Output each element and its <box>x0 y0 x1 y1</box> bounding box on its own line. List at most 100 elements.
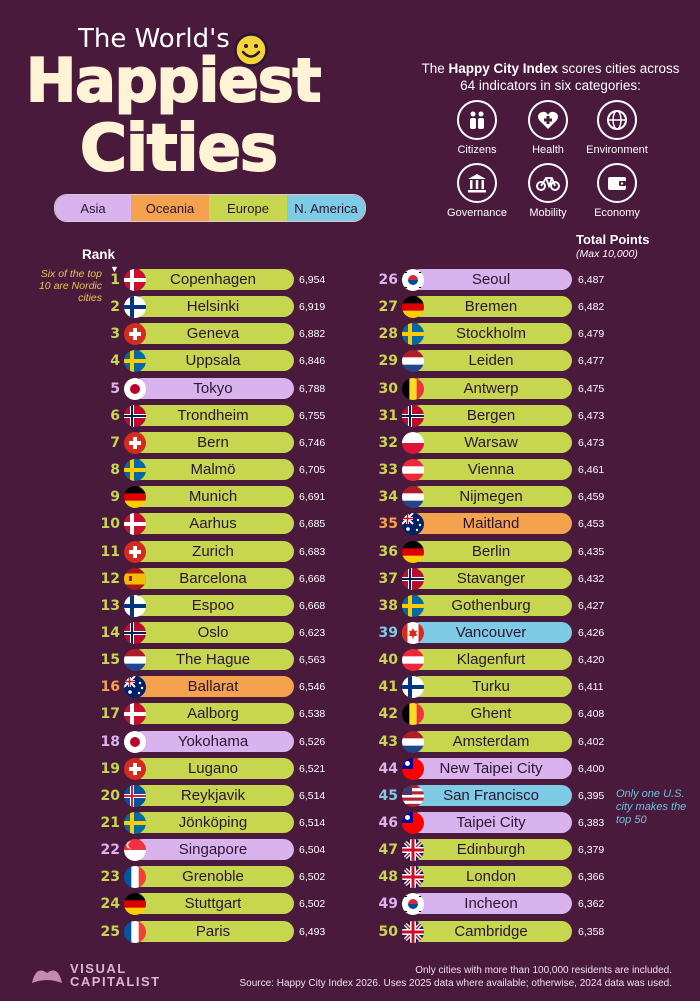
category-label: Mobility <box>529 207 567 219</box>
city-pill: Reykjavik <box>132 785 294 806</box>
city-pill: Munich <box>132 486 294 507</box>
city-pill: Helsinki <box>132 296 294 317</box>
total-points: 6,473 <box>578 410 605 422</box>
category-economy: Economy <box>577 163 657 219</box>
rank-number: 28 <box>378 326 398 342</box>
category-label: Health <box>532 144 564 156</box>
flag-denmark-icon <box>124 268 146 291</box>
total-points: 6,362 <box>578 898 605 910</box>
city-pill: Gothenburg <box>410 595 572 616</box>
rank-number: 13 <box>100 598 120 614</box>
city-pill: Jönköping <box>132 812 294 833</box>
category-citizens: Citizens <box>437 100 517 156</box>
rank-number: 17 <box>100 706 120 722</box>
flag-norway-icon <box>402 404 424 427</box>
city-pill: Bremen <box>410 296 572 317</box>
city-pill: Taipei City <box>410 812 572 833</box>
nordic-note: Six of the top 10 are Nordic cities <box>38 268 102 304</box>
rank-number: 16 <box>100 679 120 695</box>
city-pill: Klagenfurt <box>410 649 572 670</box>
total-points: 6,493 <box>299 926 326 938</box>
total-points: 6,502 <box>299 871 326 883</box>
city-pill: Ballarat <box>132 676 294 697</box>
rank-number: 8 <box>110 462 120 478</box>
health-icon <box>528 100 568 140</box>
city-pill: Aalborg <box>132 703 294 724</box>
total-points: 6,882 <box>299 328 326 340</box>
flag-germany-icon <box>402 540 424 563</box>
city-pill: Vancouver <box>410 622 572 643</box>
city-pill: Leiden <box>410 350 572 371</box>
title-happiest: Happiest <box>25 45 322 117</box>
rank-number: 29 <box>378 353 398 369</box>
legend-item-europe: Europe <box>209 195 287 221</box>
economy-icon <box>597 163 637 203</box>
rank-number: 38 <box>378 598 398 614</box>
flag-taiwan-icon <box>402 757 424 780</box>
flag-norway-icon <box>124 404 146 427</box>
city-pill: Tokyo <box>132 378 294 399</box>
city-pill: Stuttgart <box>132 893 294 914</box>
total-points: 6,366 <box>578 871 605 883</box>
citizens-icon <box>457 100 497 140</box>
total-points: 6,427 <box>578 600 605 612</box>
total-points: 6,514 <box>299 817 326 829</box>
flag-singapore-icon <box>124 838 146 861</box>
total-points: 6,411 <box>578 681 604 693</box>
brand-line-1: VISUAL <box>70 961 127 976</box>
total-points: 6,453 <box>578 518 605 530</box>
rank-number: 32 <box>378 435 398 451</box>
flag-iceland-icon <box>124 784 146 807</box>
city-pill: Seoul <box>410 269 572 290</box>
total-points: 6,746 <box>299 437 326 449</box>
legend-item-asia: Asia <box>55 195 131 221</box>
total-points: 6,504 <box>299 844 326 856</box>
total-points: 6,668 <box>299 573 326 585</box>
rank-number: 25 <box>100 924 120 940</box>
flag-japan-icon <box>124 377 146 400</box>
flag-south-korea-icon <box>402 892 424 915</box>
total-points: 6,482 <box>578 301 605 313</box>
city-pill: Bern <box>132 432 294 453</box>
rank-number: 18 <box>100 734 120 750</box>
city-pill: Zurich <box>132 541 294 562</box>
brand-line-2: CAPITALIST <box>70 974 161 989</box>
total-points: 6,383 <box>578 817 605 829</box>
rank-header: Rank <box>82 247 116 262</box>
flag-france-icon <box>124 920 146 943</box>
flag-sweden-icon <box>402 594 424 617</box>
intro-text: The Happy City Index scores cities acros… <box>418 60 683 94</box>
total-points: 6,459 <box>578 491 605 503</box>
city-pill: Maitland <box>410 513 572 534</box>
city-pill: Uppsala <box>132 350 294 371</box>
rank-number: 4 <box>110 353 120 369</box>
intro-rest: scores cities across 64 indicators in si… <box>460 61 680 93</box>
source-note: Source: Happy City Index 2026. Uses 2025… <box>239 978 673 989</box>
total-points: 6,788 <box>299 383 326 395</box>
rank-number: 24 <box>100 896 120 912</box>
total-points: 6,668 <box>299 600 326 612</box>
us-note: Only one U.S. city makes the top 50 <box>616 788 687 826</box>
rank-number: 23 <box>100 869 120 885</box>
category-health: Health <box>508 100 588 156</box>
rank-number: 33 <box>378 462 398 478</box>
governance-icon <box>457 163 497 203</box>
total-points: 6,691 <box>299 491 326 503</box>
mobility-icon <box>528 163 568 203</box>
rank-number: 40 <box>378 652 398 668</box>
total-points: 6,487 <box>578 274 605 286</box>
total-points: 6,408 <box>578 708 605 720</box>
flag-denmark-icon <box>124 702 146 725</box>
city-pill: Berlin <box>410 541 572 562</box>
flag-denmark-icon <box>124 512 146 535</box>
total-points: 6,502 <box>299 898 326 910</box>
rank-number: 30 <box>378 381 398 397</box>
city-pill: Incheon <box>410 893 572 914</box>
total-points: 6,526 <box>299 736 326 748</box>
flag-sweden-icon <box>402 322 424 345</box>
flag-finland-icon <box>402 675 424 698</box>
flag-norway-icon <box>402 567 424 590</box>
total-points: 6,521 <box>299 763 326 775</box>
city-pill: Aarhus <box>132 513 294 534</box>
flag-belgium-icon <box>402 702 424 725</box>
